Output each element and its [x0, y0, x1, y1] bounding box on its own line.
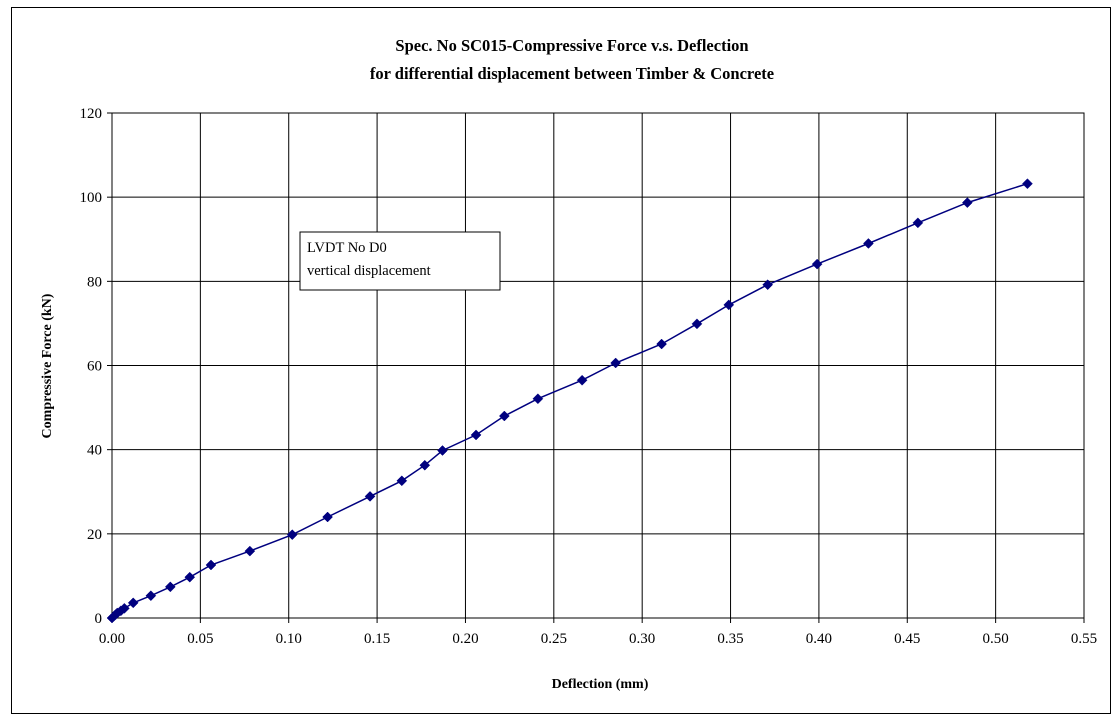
annotation-box: [299, 231, 501, 291]
data-point-marker: [863, 238, 874, 249]
x-tick-label: 0.30: [629, 631, 655, 647]
chart-title-line2: for differential displacement between Ti…: [370, 64, 774, 83]
y-tick-label: 0: [95, 611, 103, 627]
data-point-marker: [396, 475, 408, 487]
data-point-marker: [244, 545, 256, 557]
y-tick-label: 20: [87, 527, 102, 543]
data-point-marker: [119, 602, 130, 614]
data-point-marker: [364, 491, 376, 502]
annotation: LVDT No D0 vertical displacement: [299, 231, 501, 291]
data-point-marker: [811, 258, 823, 270]
data-point-marker: [205, 559, 217, 571]
axes: [107, 112, 1085, 623]
data-point-marker: [498, 410, 510, 422]
x-tick-label: 0.20: [452, 631, 478, 647]
data-point-marker: [437, 445, 448, 456]
x-tick-label: 0.25: [541, 631, 567, 647]
data-point-marker: [691, 318, 703, 330]
x-tick-label: 0.00: [99, 631, 125, 647]
data-point-marker: [912, 217, 924, 229]
series-group: [106, 178, 1033, 624]
x-tick-label: 0.40: [806, 631, 832, 647]
data-point-marker: [127, 597, 139, 609]
x-tick-label: 0.55: [1071, 631, 1097, 647]
data-point-marker: [1022, 178, 1033, 190]
y-tick-label: 80: [87, 274, 102, 290]
annotation-line2: vertical displacement: [307, 263, 431, 279]
data-point-marker: [145, 590, 157, 602]
data-point-marker: [532, 393, 544, 405]
y-tick-label: 120: [80, 106, 103, 122]
data-point-marker: [322, 511, 333, 523]
data-point-marker: [164, 581, 176, 593]
data-point-marker: [184, 571, 196, 583]
x-tick-label: 0.10: [276, 631, 302, 647]
data-point-marker: [470, 429, 482, 441]
y-tick-labels: 0 20 40 60 80 100 120: [80, 106, 103, 627]
x-axis-label: Deflection (mm): [552, 677, 649, 692]
data-point-marker: [286, 529, 298, 541]
x-tick-label: 0.45: [894, 631, 920, 647]
plot-area-border: [111, 112, 1085, 619]
chart-frame: [11, 7, 1111, 714]
y-tick-label: 40: [87, 443, 102, 459]
y-tick-label: 100: [80, 190, 103, 206]
x-tick-labels: 0.00 0.05 0.10 0.15 0.20 0.25 0.30 0.35 0.40 0.45…: [99, 631, 1097, 647]
annotation-line1: LVDT No D0: [307, 240, 387, 256]
data-point-marker: [656, 338, 667, 350]
gridlines: [111, 112, 1085, 619]
x-tick-label: 0.05: [187, 631, 213, 647]
data-point-marker: [762, 279, 774, 291]
x-tick-label: 0.35: [717, 631, 743, 647]
y-axis-label: Compressive Force (kN): [40, 293, 55, 438]
y-tick-label: 60: [87, 359, 102, 375]
x-tick-label: 0.15: [364, 631, 390, 647]
x-tick-label: 0.50: [983, 631, 1009, 647]
data-point-marker: [723, 299, 735, 311]
data-point-marker: [962, 197, 973, 208]
data-point-marker: [419, 459, 431, 471]
data-point-marker: [610, 357, 622, 369]
chart-title-line1: Spec. No SC015-Compressive Force v.s. De…: [395, 36, 748, 55]
data-point-marker: [576, 374, 588, 386]
